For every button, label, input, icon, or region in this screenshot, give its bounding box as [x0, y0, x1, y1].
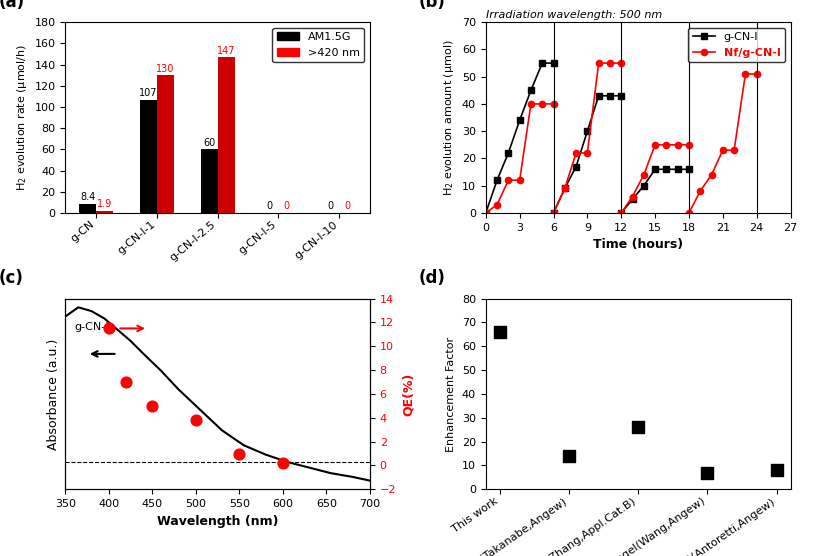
Point: [701, 468, 714, 477]
X-axis label: Time (hours): Time (hours): [593, 238, 683, 251]
g-CN-I: [515, 117, 525, 123]
Bar: [218, 57, 235, 213]
Text: (d): (d): [419, 270, 446, 287]
Text: Irradiation wavelength: 500 nm: Irradiation wavelength: 500 nm: [486, 10, 662, 20]
Text: 0: 0: [267, 201, 273, 211]
g-CN-I: [492, 177, 502, 183]
Legend: AM1.5G, >420 nm: AM1.5G, >420 nm: [272, 28, 364, 62]
Nf/g-CN-I: [526, 101, 535, 107]
Text: 107: 107: [139, 88, 157, 98]
Text: 0: 0: [345, 201, 350, 211]
Y-axis label: Absorbance (a.u.): Absorbance (a.u.): [46, 339, 59, 450]
Line: Nf/g-CN-I: Nf/g-CN-I: [482, 101, 557, 216]
Point: [562, 451, 575, 460]
Point: [632, 423, 645, 432]
Bar: [156, 75, 174, 213]
Text: 0: 0: [328, 201, 333, 211]
Point: [102, 324, 115, 333]
Text: 147: 147: [217, 46, 236, 56]
Bar: [140, 100, 156, 213]
Point: [276, 459, 289, 468]
g-CN-I: [504, 150, 513, 156]
Y-axis label: QE(%): QE(%): [402, 373, 415, 416]
Bar: [79, 204, 96, 213]
Point: [770, 466, 783, 475]
Text: 0: 0: [284, 201, 290, 211]
Nf/g-CN-I: [481, 210, 491, 216]
Text: (c): (c): [0, 270, 23, 287]
Text: g-CN-I: g-CN-I: [74, 322, 108, 332]
Text: 130: 130: [156, 63, 174, 73]
Text: 8.4: 8.4: [80, 192, 95, 202]
Text: 60: 60: [203, 138, 215, 148]
X-axis label: Wavelength (nm): Wavelength (nm): [156, 514, 279, 528]
Text: (a): (a): [0, 0, 24, 11]
Point: [146, 401, 159, 410]
Text: 1.9: 1.9: [97, 199, 112, 209]
Nf/g-CN-I: [548, 101, 558, 107]
Point: [233, 449, 246, 458]
Line: g-CN-I: g-CN-I: [482, 60, 557, 216]
Nf/g-CN-I: [537, 101, 547, 107]
Bar: [200, 150, 218, 213]
Point: [493, 327, 506, 336]
Text: (b): (b): [419, 0, 446, 11]
g-CN-I: [537, 59, 547, 66]
Legend: g-CN-I, Nf/g-CN-I: g-CN-I, Nf/g-CN-I: [688, 28, 785, 62]
Point: [120, 378, 133, 386]
Y-axis label: Enhancement Factor: Enhancement Factor: [447, 336, 456, 451]
Y-axis label: H$_2$ evolution amount (μmol): H$_2$ evolution amount (μmol): [443, 39, 456, 196]
Nf/g-CN-I: [492, 201, 502, 208]
Point: [189, 416, 202, 425]
Y-axis label: H$_2$ evolution rate (μmol/h): H$_2$ evolution rate (μmol/h): [15, 44, 29, 191]
g-CN-I: [548, 59, 558, 66]
Nf/g-CN-I: [504, 177, 513, 183]
g-CN-I: [481, 210, 491, 216]
Nf/g-CN-I: [515, 177, 525, 183]
g-CN-I: [526, 87, 535, 93]
Bar: [96, 211, 113, 213]
